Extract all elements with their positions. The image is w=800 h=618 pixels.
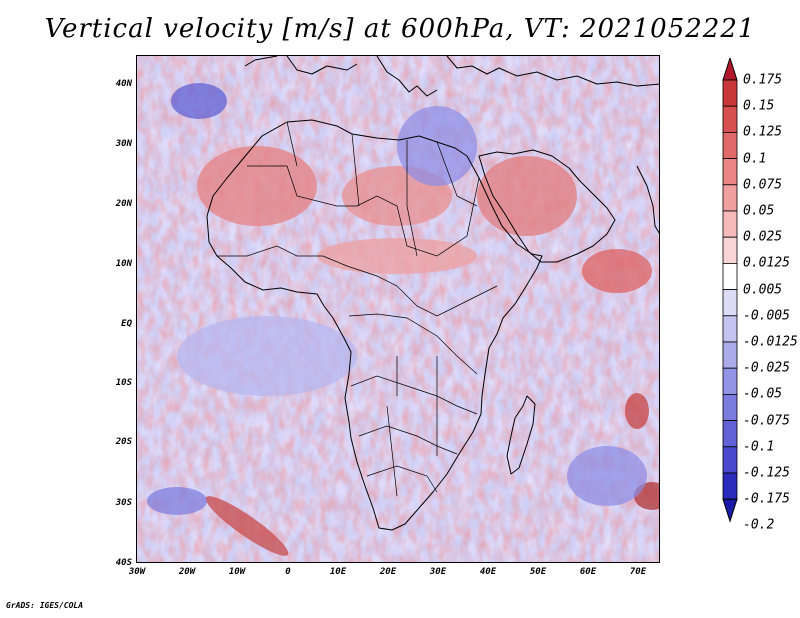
- colorbar-box: [722, 446, 738, 474]
- lon-label-20W: 20W: [178, 567, 196, 577]
- lon-label-10W: 10W: [228, 567, 246, 577]
- lat-label-eq: EQ: [121, 319, 132, 329]
- coastlines: [206, 56, 659, 531]
- colorbar-label: 0.1: [743, 151, 767, 167]
- lat-label-20N: 20N: [115, 199, 132, 209]
- colorbar-label: -0.175: [743, 491, 790, 507]
- colorbar-label: -0.05: [743, 386, 783, 402]
- colorbar-label: 0.175: [743, 72, 783, 88]
- lat-label-40S: 40S: [115, 558, 132, 568]
- lon-label-10E: 10E: [329, 567, 347, 577]
- lon-label-20E: 20E: [379, 567, 397, 577]
- lon-label-0: 0: [285, 567, 291, 577]
- colorbar-label: 0.005: [743, 282, 783, 298]
- colorbar-label: -0.1: [743, 439, 775, 455]
- velocity-field-map: [137, 56, 659, 562]
- colorbar-label: 0.15: [743, 98, 775, 114]
- lat-label-30S: 30S: [115, 498, 132, 508]
- colorbar-box: [722, 79, 738, 107]
- lon-label-30W: 30W: [128, 567, 146, 577]
- lat-label-40N: 40N: [115, 79, 132, 89]
- colorbar-box: [722, 132, 738, 160]
- lon-label-50E: 50E: [529, 567, 547, 577]
- plot-title: Vertical velocity [m/s] at 600hPa, VT: 2…: [44, 14, 756, 44]
- colorbar-label: -0.025: [743, 360, 790, 376]
- colorbar: [722, 58, 738, 523]
- lon-label-70E: 70E: [629, 567, 647, 577]
- colorbar-label: 0.05: [743, 203, 775, 219]
- country-borders: [217, 121, 498, 497]
- downdraft-patches: [147, 83, 647, 515]
- lat-label-10S: 10S: [115, 378, 132, 388]
- lon-label-60E: 60E: [579, 567, 597, 577]
- colorbar-label: -0.005: [743, 308, 790, 324]
- lat-label-30N: 30N: [115, 139, 132, 149]
- colorbar-label: 0.075: [743, 177, 783, 193]
- colorbar-label: 0.0125: [743, 255, 790, 271]
- colorbar-box: [722, 158, 738, 186]
- colorbar-label: -0.125: [743, 465, 790, 481]
- map-panel: [136, 55, 660, 563]
- colorbar-bottom-triangle: [722, 498, 738, 523]
- colorbar-label: -0.075: [743, 413, 790, 429]
- colorbar-box: [722, 210, 738, 238]
- colorbar-label: -0.0125: [743, 334, 798, 350]
- colorbar-box: [722, 236, 738, 264]
- colorbar-box: [722, 315, 738, 343]
- lon-label-40E: 40E: [479, 567, 497, 577]
- colorbar-box: [722, 105, 738, 133]
- colorbar-label: 0.125: [743, 124, 783, 140]
- grads-credit: GrADS: IGES/COLA: [6, 601, 84, 610]
- colorbar-box: [722, 341, 738, 369]
- lat-label-10N: 10N: [115, 259, 132, 269]
- colorbar-box: [722, 420, 738, 448]
- colorbar-box: [722, 262, 738, 290]
- colorbar-label: -0.2: [743, 517, 775, 533]
- colorbar-box: [722, 184, 738, 212]
- colorbar-label: 0.025: [743, 229, 783, 245]
- colorbar-box: [722, 367, 738, 395]
- colorbar-box: [722, 393, 738, 421]
- colorbar-box: [722, 289, 738, 317]
- colorbar-box: [722, 472, 738, 500]
- colorbar-top-triangle: [722, 58, 738, 81]
- lon-label-30E: 30E: [429, 567, 447, 577]
- lat-label-20S: 20S: [115, 437, 132, 447]
